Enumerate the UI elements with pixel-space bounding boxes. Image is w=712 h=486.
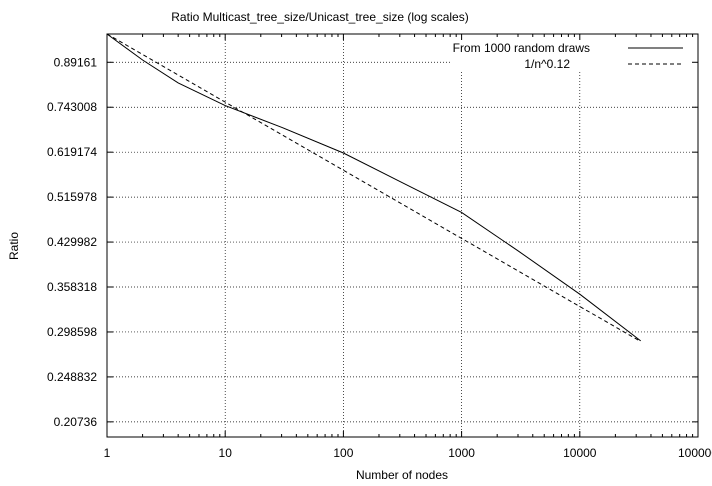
legend-label-1: From 1000 random draws [453, 41, 590, 55]
y-tick-label: 0.20736 [54, 415, 98, 429]
y-tick-label: 0.743008 [47, 100, 97, 114]
y-tick-label: 0.298598 [47, 325, 97, 339]
x-axis-label: Number of nodes [356, 468, 448, 482]
x-tick-label: 100 [333, 446, 353, 460]
legend-label-2: 1/n^0.12 [524, 57, 570, 71]
y-tick-label: 0.358318 [47, 280, 97, 294]
x-tick-label: 1000 [448, 446, 475, 460]
series-layer [106, 33, 642, 342]
plot-frame [106, 33, 699, 438]
legend: From 1000 random draws 1/n^0.12 [453, 41, 683, 71]
x-tick-label: 10000 [563, 446, 597, 460]
x-tick-label: 1 [104, 446, 111, 460]
chart-title: Ratio Multicast_tree_size/Unicast_tree_s… [171, 10, 468, 24]
y-axis-label: Ratio [7, 232, 21, 260]
y-tick-label: 0.248832 [47, 370, 97, 384]
series-line-2 [106, 33, 641, 342]
grid [107, 34, 698, 437]
x-tick-label: 10 [219, 446, 233, 460]
y-tick-label: 0.619174 [47, 145, 97, 159]
y-tick-label: 0.429982 [47, 235, 97, 249]
y-tick-label: 0.89161 [54, 55, 98, 69]
y-tick-label: 0.515978 [47, 190, 97, 204]
series-line-1 [106, 33, 642, 342]
